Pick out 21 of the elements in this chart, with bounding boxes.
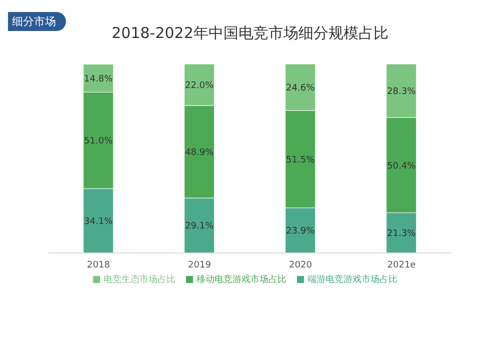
data-label: 24.6%: [286, 83, 316, 94]
x-tick-label: 2018: [87, 260, 110, 270]
data-label: 50.4%: [387, 161, 416, 172]
data-label: 22.0%: [185, 80, 214, 91]
data-label: 28.3%: [387, 86, 416, 97]
data-label: 51.0%: [84, 136, 114, 147]
legend-label: 移动电竞游戏市场占比: [196, 275, 286, 285]
text: 细分市场: [8, 12, 66, 31]
data-label: 51.5%: [286, 155, 316, 166]
chart-title: 2018-2022年中国电竞市场细分规模占比: [112, 24, 388, 42]
x-tick-label: 2020: [289, 260, 312, 270]
data-label: 21.3%: [387, 229, 416, 240]
data-label: 29.1%: [185, 222, 214, 232]
data-label: 48.9%: [185, 148, 214, 158]
data-label: 23.9%: [286, 226, 316, 237]
x-tick-label: 2019: [188, 260, 212, 270]
data-label: 14.8%: [84, 74, 114, 84]
legend-label: 电竞生态市场占比: [104, 275, 176, 285]
legend-label: 端游电竞游戏市场占比: [308, 275, 398, 285]
x-tick-label: 2021e: [387, 260, 416, 270]
data-label: 34.1%: [84, 216, 114, 227]
